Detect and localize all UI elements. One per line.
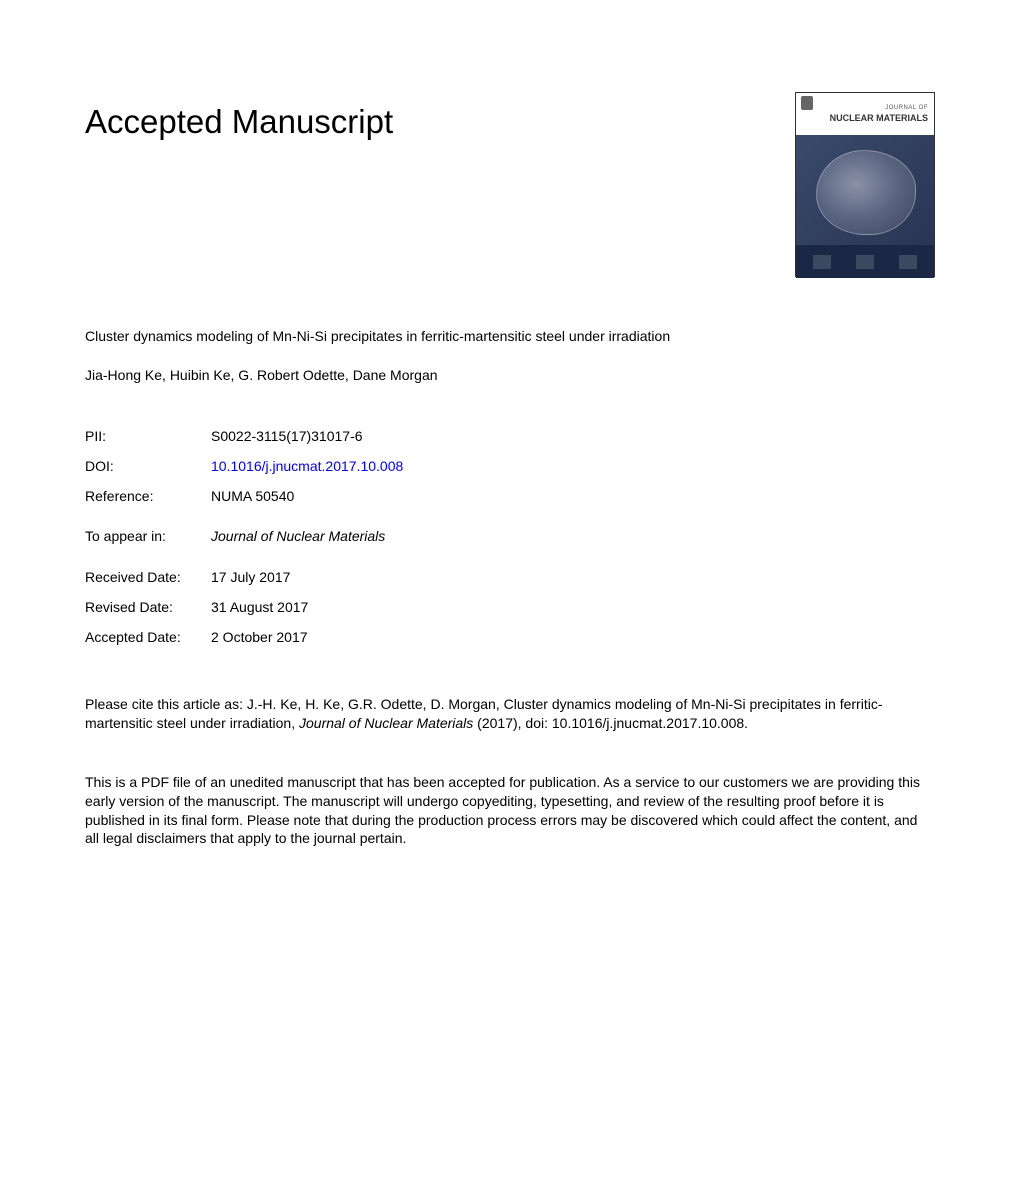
pii-value: S0022-3115(17)31017-6 [211,427,363,446]
reference-row: Reference: NUMA 50540 [85,487,935,506]
citation-suffix: (2017), doi: 10.1016/j.jnucmat.2017.10.0… [473,715,748,731]
cover-blob-shape [816,150,916,235]
authors-list: Jia-Hong Ke, Huibin Ke, G. Robert Odette… [85,366,935,385]
elsevier-logo-icon [801,96,813,110]
cover-artwork [796,135,934,245]
metadata-table: PII: S0022-3115(17)31017-6 DOI: 10.1016/… [85,427,935,506]
revised-date-row: Revised Date: 31 August 2017 [85,598,935,617]
disclaimer-text: This is a PDF file of an unedited manusc… [85,773,935,849]
cover-header: JOURNAL OF NUCLEAR MATERIALS [796,93,934,135]
cover-footer-item [899,255,917,269]
header-row: Accepted Manuscript JOURNAL OF NUCLEAR M… [85,100,935,277]
received-date-label: Received Date: [85,568,211,587]
cover-footer-item [856,255,874,269]
doi-row: DOI: 10.1016/j.jnucmat.2017.10.008 [85,457,935,476]
dates-table: Received Date: 17 July 2017 Revised Date… [85,568,935,647]
pii-label: PII: [85,427,211,446]
revised-date-value: 31 August 2017 [211,598,308,617]
revised-date-label: Revised Date: [85,598,211,617]
pii-row: PII: S0022-3115(17)31017-6 [85,427,935,446]
cover-footer-item [813,255,831,269]
cover-footer [796,245,934,278]
page-title: Accepted Manuscript [85,100,795,145]
accepted-date-row: Accepted Date: 2 October 2017 [85,628,935,647]
accepted-date-label: Accepted Date: [85,628,211,647]
received-date-value: 17 July 2017 [211,568,290,587]
article-title: Cluster dynamics modeling of Mn-Ni-Si pr… [85,327,785,346]
received-date-row: Received Date: 17 July 2017 [85,568,935,587]
to-appear-in-label: To appear in: [85,527,211,546]
doi-label: DOI: [85,457,211,476]
to-appear-in-value: Journal of Nuclear Materials [211,527,385,546]
journal-cover-thumbnail: JOURNAL OF NUCLEAR MATERIALS [795,92,935,277]
doi-link[interactable]: 10.1016/j.jnucmat.2017.10.008 [211,457,403,476]
accepted-date-value: 2 October 2017 [211,628,308,647]
reference-value: NUMA 50540 [211,487,294,506]
cover-journal-of-text: JOURNAL OF [802,104,928,112]
reference-label: Reference: [85,487,211,506]
to-appear-in-row: To appear in: Journal of Nuclear Materia… [85,527,935,546]
cover-journal-title: NUCLEAR MATERIALS [802,112,928,124]
citation-journal-name: Journal of Nuclear Materials [299,715,473,731]
citation-text: Please cite this article as: J.-H. Ke, H… [85,695,935,733]
